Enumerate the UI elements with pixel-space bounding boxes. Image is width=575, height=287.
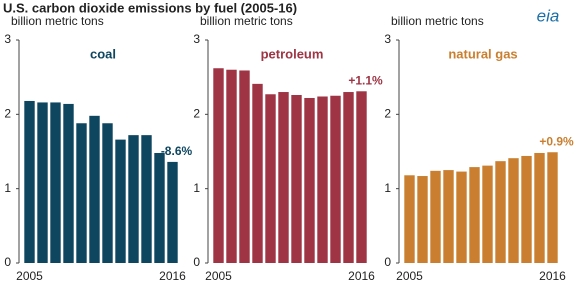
bar bbox=[24, 100, 35, 263]
bar bbox=[50, 102, 61, 263]
bar bbox=[213, 68, 224, 263]
y-tick-label: 1 bbox=[384, 181, 391, 195]
bar bbox=[141, 135, 152, 263]
y-tick-label: 0 bbox=[384, 255, 391, 269]
bar bbox=[456, 171, 467, 263]
y-tick-label: 1 bbox=[4, 181, 11, 195]
bar bbox=[547, 152, 558, 263]
x-tick-label: 2016 bbox=[539, 269, 566, 283]
bar bbox=[252, 83, 263, 264]
y-axis-label: billion metric tons bbox=[200, 14, 293, 28]
x-tick-label: 2016 bbox=[348, 269, 375, 283]
x-tick-label: 2005 bbox=[16, 269, 43, 283]
y-tick-label: 3 bbox=[4, 32, 11, 46]
bar bbox=[102, 123, 113, 264]
bar bbox=[534, 152, 545, 263]
bar bbox=[226, 69, 237, 263]
bar bbox=[128, 135, 139, 263]
bar bbox=[37, 102, 48, 263]
bar bbox=[417, 176, 428, 263]
logo: eia bbox=[537, 6, 560, 25]
x-tick-label: 2016 bbox=[159, 269, 186, 283]
bar bbox=[469, 167, 480, 263]
bar bbox=[278, 92, 289, 264]
y-tick-label: 2 bbox=[193, 107, 200, 121]
bar bbox=[482, 165, 493, 263]
x-tick-label: 2005 bbox=[205, 269, 232, 283]
annotation: +1.1% bbox=[348, 73, 383, 87]
x-tick-label: 2005 bbox=[396, 269, 423, 283]
panel-title: natural gas bbox=[448, 46, 517, 61]
bar bbox=[291, 95, 302, 263]
bar bbox=[521, 155, 532, 263]
bar bbox=[89, 115, 100, 263]
bar bbox=[63, 103, 74, 263]
bar bbox=[430, 170, 441, 263]
bar bbox=[356, 91, 367, 263]
y-axis-label: billion metric tons bbox=[391, 14, 484, 28]
bar bbox=[154, 152, 165, 263]
chart-title: U.S. carbon dioxide emissions by fuel (2… bbox=[3, 0, 297, 15]
bar bbox=[404, 175, 415, 263]
y-tick-label: 0 bbox=[193, 255, 200, 269]
bar bbox=[265, 94, 276, 263]
y-tick-label: 3 bbox=[384, 32, 391, 46]
bar bbox=[495, 161, 506, 263]
bar bbox=[115, 139, 126, 263]
bar bbox=[443, 170, 454, 263]
y-axis-label: billion metric tons bbox=[11, 14, 104, 28]
annotation: -8.6% bbox=[161, 144, 193, 158]
bar bbox=[167, 161, 178, 263]
panel-title: petroleum bbox=[261, 46, 324, 61]
annotation: +0.9% bbox=[539, 134, 574, 148]
bar bbox=[343, 92, 354, 264]
bar bbox=[239, 70, 250, 263]
bar bbox=[304, 97, 315, 263]
bar bbox=[317, 96, 328, 263]
bar bbox=[508, 158, 519, 263]
y-tick-label: 1 bbox=[193, 181, 200, 195]
panel-title: coal bbox=[90, 46, 116, 61]
bar bbox=[330, 95, 341, 263]
y-tick-label: 3 bbox=[193, 32, 200, 46]
y-tick-label: 0 bbox=[4, 255, 11, 269]
bar bbox=[76, 123, 87, 264]
y-tick-label: 2 bbox=[384, 107, 391, 121]
y-tick-label: 2 bbox=[4, 107, 11, 121]
